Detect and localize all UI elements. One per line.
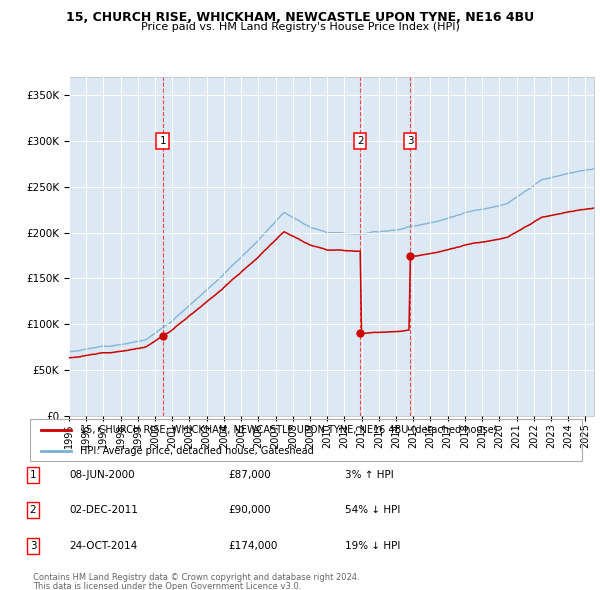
- Text: 3% ↑ HPI: 3% ↑ HPI: [345, 470, 394, 480]
- Text: 54% ↓ HPI: 54% ↓ HPI: [345, 506, 400, 515]
- Text: 24-OCT-2014: 24-OCT-2014: [69, 541, 137, 550]
- Text: HPI: Average price, detached house, Gateshead: HPI: Average price, detached house, Gate…: [80, 446, 313, 455]
- Text: This data is licensed under the Open Government Licence v3.0.: This data is licensed under the Open Gov…: [33, 582, 301, 590]
- Text: 15, CHURCH RISE, WHICKHAM, NEWCASTLE UPON TYNE, NE16 4BU (detached house): 15, CHURCH RISE, WHICKHAM, NEWCASTLE UPO…: [80, 425, 497, 434]
- Text: £87,000: £87,000: [228, 470, 271, 480]
- Text: 02-DEC-2011: 02-DEC-2011: [69, 506, 138, 515]
- Text: Contains HM Land Registry data © Crown copyright and database right 2024.: Contains HM Land Registry data © Crown c…: [33, 573, 359, 582]
- Text: £174,000: £174,000: [228, 541, 277, 550]
- Text: 2: 2: [357, 136, 364, 146]
- Text: Price paid vs. HM Land Registry's House Price Index (HPI): Price paid vs. HM Land Registry's House …: [140, 22, 460, 32]
- Text: 3: 3: [29, 541, 37, 550]
- Text: 08-JUN-2000: 08-JUN-2000: [69, 470, 134, 480]
- Text: 1: 1: [29, 470, 37, 480]
- Text: 1: 1: [160, 136, 166, 146]
- Text: 3: 3: [407, 136, 413, 146]
- Text: 15, CHURCH RISE, WHICKHAM, NEWCASTLE UPON TYNE, NE16 4BU: 15, CHURCH RISE, WHICKHAM, NEWCASTLE UPO…: [66, 11, 534, 24]
- Text: £90,000: £90,000: [228, 506, 271, 515]
- Text: 19% ↓ HPI: 19% ↓ HPI: [345, 541, 400, 550]
- Text: 2: 2: [29, 506, 37, 515]
